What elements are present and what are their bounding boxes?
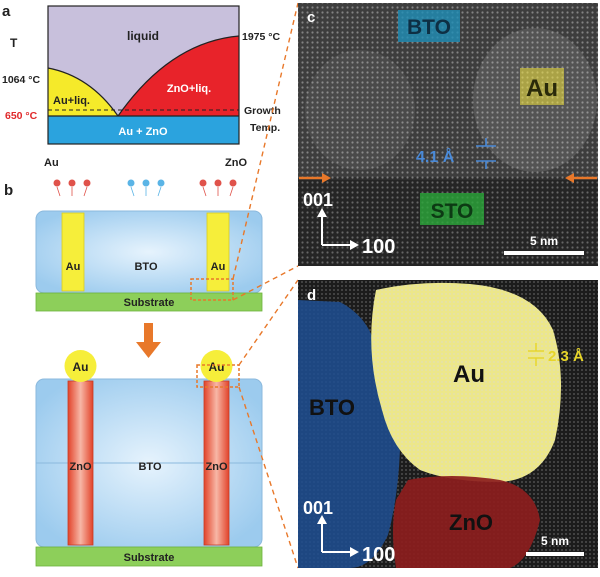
- zno-pillar-right: [203, 380, 230, 546]
- bto-label-c: BTO: [407, 16, 451, 39]
- zno-label-d: ZnO: [449, 510, 493, 535]
- panel-d-label: d: [307, 287, 316, 304]
- au-label-right: Au: [211, 261, 226, 273]
- zoom-box-c: [190, 278, 234, 301]
- au-cap-label-left: Au: [73, 360, 89, 374]
- au-cap-label-right: Au: [209, 360, 225, 374]
- au-cap-right: [200, 350, 233, 382]
- x-axis-zno-label: ZnO: [225, 157, 247, 169]
- au-melting-point: 1064 °C: [2, 74, 40, 86]
- substrate-label-after: Substrate: [124, 552, 175, 564]
- spacing-marker-c: [476, 138, 496, 169]
- bto-label-d: BTO: [309, 395, 355, 420]
- liquidus-left: [47, 67, 119, 117]
- direction-001-d: 001: [303, 498, 333, 518]
- substrate-before: [35, 292, 263, 312]
- au-label-c: Au: [526, 75, 558, 102]
- au-liquid-label: Au+liq.: [53, 95, 90, 107]
- growth-temperature-value: 650 °C: [5, 110, 38, 122]
- process-arrow-shaft: [144, 323, 153, 345]
- incoming-atoms-right: [199, 179, 237, 197]
- zoom-box-d: [196, 364, 240, 388]
- au-highlight-c: [520, 68, 564, 105]
- direction-001-c: 001: [303, 190, 333, 210]
- zno-region-d: [393, 476, 540, 568]
- au-zno-solid-region: [48, 116, 239, 144]
- spacing-marker-d: [528, 343, 544, 366]
- sto-label-c: STO: [431, 200, 474, 223]
- liquidus-right: [117, 35, 240, 117]
- bto-label-before: BTO: [134, 261, 157, 273]
- au-zno-label: Au + ZnO: [118, 126, 168, 138]
- zno-melting-point: 1975 °C: [242, 31, 280, 43]
- x-axis-au-label: Au: [44, 157, 59, 169]
- au-label-left: Au: [66, 261, 81, 273]
- spacing-label-d: 2.3 Å: [548, 348, 584, 365]
- substrate-label-before: Substrate: [124, 297, 175, 309]
- au-cap-left: [64, 350, 97, 382]
- zno-label-right: ZnO: [206, 461, 228, 473]
- au-pillar-right: [206, 212, 230, 292]
- spacing-label-c: 4.1 Å: [416, 147, 455, 166]
- incoming-atoms-middle: [127, 179, 165, 197]
- panel-c: c BTO Au STO 4.1 Å 001 100 5 nm: [298, 3, 598, 266]
- panel-b-label: b: [4, 182, 13, 199]
- direction-100-c: 100: [362, 236, 395, 258]
- panel-a-label: a: [2, 3, 11, 20]
- bto-label-after: BTO: [138, 461, 161, 473]
- growth-temp-label-2: Temp.: [250, 122, 280, 134]
- zno-pillar-left: [67, 380, 94, 546]
- zno-label-left: ZnO: [70, 461, 92, 473]
- incoming-atoms-left: [53, 179, 91, 197]
- substrate-after: [35, 546, 263, 567]
- panel-c-label: c: [307, 9, 315, 26]
- zno-liquid-label: ZnO+liq.: [167, 83, 211, 95]
- process-arrow-head: [136, 342, 161, 358]
- zno-liquid-region: [118, 36, 239, 116]
- panel-b: b Au Au BTO Substrate: [4, 179, 263, 567]
- liquid-label: liquid: [127, 29, 159, 43]
- panel-d: d Au BTO ZnO 2.3 Å 001 100 5 nm: [298, 280, 598, 568]
- sto-highlight-c: [420, 193, 484, 225]
- panel-a: a T liquid Au+liq. ZnO+liq. Au + ZnO 106…: [2, 3, 281, 169]
- au-label-d: Au: [453, 361, 485, 388]
- phase-diagram-frame: [47, 5, 240, 145]
- direction-100-d: 100: [362, 544, 395, 566]
- zoom-connectors: [232, 2, 299, 569]
- au-liquid-region: [48, 68, 118, 116]
- temperature-axis-label: T: [10, 36, 18, 50]
- scale-label-d: 5 nm: [541, 534, 569, 548]
- scale-label-c: 5 nm: [530, 234, 558, 248]
- au-pillar-left: [61, 212, 85, 292]
- bto-highlight-c: [398, 10, 460, 42]
- growth-temp-label-1: Growth: [244, 105, 281, 117]
